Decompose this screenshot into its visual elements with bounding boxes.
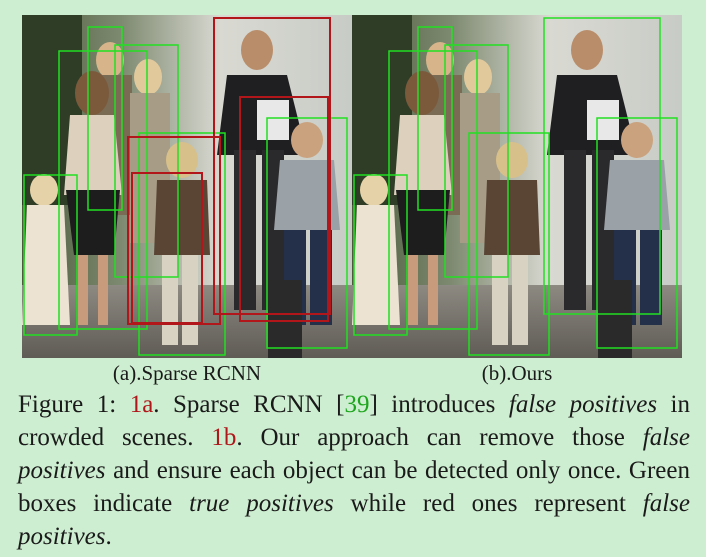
photo-panel-sparse-rcnn — [22, 15, 352, 358]
caption-seg4: . Our approach can remove those — [236, 424, 643, 451]
citation-39-link[interactable]: 39 — [344, 391, 370, 418]
caption-seg1: . Sparse RCNN [ — [153, 391, 345, 418]
photo-ours — [352, 15, 682, 358]
caption-seg7: . — [105, 523, 112, 550]
caption-em-true-positives: true positives — [189, 490, 334, 517]
caption-seg6: while red ones represent — [333, 490, 643, 517]
ref-1b-link[interactable]: 1b — [211, 424, 237, 451]
caption-seg2: ] introduces — [369, 391, 509, 418]
caption-seg5: and ensure each object can be detected o… — [18, 457, 690, 517]
caption-seg3: in crowded scenes. — [18, 391, 690, 451]
ref-1a-link[interactable]: 1a — [129, 391, 154, 418]
figure-caption: Figure 1: 1a. Sparse RCNN [39] introduce… — [18, 388, 690, 553]
caption-em-false-positives-2: false positives — [18, 424, 690, 484]
caption-em-false-positives-1: false positives — [508, 391, 658, 418]
caption-prefix: Figure 1: — [18, 391, 130, 418]
panel-a-label: (a).Sparse RCNN — [112, 361, 262, 385]
panel-b-label: (b).Ours — [481, 361, 553, 385]
photo-panel-ours — [352, 15, 682, 358]
photo-sparse-rcnn — [22, 15, 352, 358]
caption-em-false-positives-3: false positives — [18, 490, 690, 550]
